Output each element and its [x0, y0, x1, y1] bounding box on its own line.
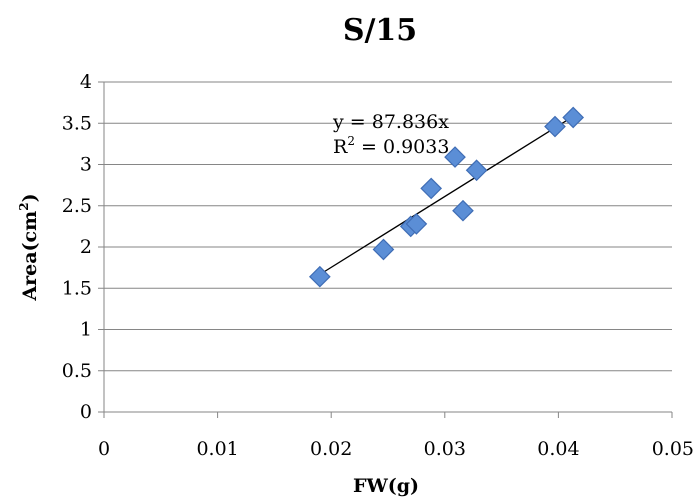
y-axis-title-close: ) — [19, 193, 41, 202]
data-point-marker — [544, 115, 566, 138]
y-tick-label: 3 — [80, 154, 92, 176]
data-point-marker — [308, 265, 331, 288]
y-tick-label: 4 — [80, 71, 92, 93]
y-tick-label: 0.5 — [62, 360, 92, 382]
data-point-marker — [405, 213, 428, 235]
y-tick-label: 0 — [80, 401, 92, 423]
x-tick-label: 0.02 — [310, 438, 352, 460]
x-tick-label: 0.04 — [537, 438, 579, 460]
x-tick-label: 0.01 — [196, 438, 238, 460]
y-tick-labels: 0 0.5 1 1.5 2 2.5 3 3.5 4 — [62, 71, 92, 423]
x-tick-label: 0.05 — [652, 438, 694, 460]
chart-title: S/15 — [343, 13, 417, 48]
data-points — [308, 106, 585, 288]
r2-letter: R — [333, 136, 348, 158]
y-tick-label: 2.5 — [62, 195, 92, 217]
data-point-marker — [452, 199, 474, 222]
data-point-marker — [562, 106, 585, 129]
data-point-marker — [465, 159, 488, 182]
axes — [98, 81, 673, 418]
data-point-marker — [372, 238, 395, 261]
x-axis-title: FW(g) — [353, 475, 419, 497]
x-tick-labels: 0 0.01 0.02 0.03 0.04 0.05 — [98, 438, 694, 460]
y-axis-title-sup: 2 — [17, 202, 31, 210]
y-tick-label: 1 — [80, 319, 92, 341]
r2-superscript: 2 — [347, 134, 355, 148]
trendline-group — [317, 114, 576, 277]
x-tick-label: 0.03 — [424, 438, 466, 460]
r2-value: = 0.9033 — [355, 136, 449, 158]
trendline — [317, 114, 576, 277]
y-tick-label: 2 — [80, 236, 92, 258]
r-squared-label: R2 = 0.9033 — [333, 134, 449, 158]
equation-label: y = 87.836x — [332, 111, 449, 133]
y-axis-title: Area(cm2) — [17, 193, 41, 301]
y-axis-title-text: Area(cm — [19, 211, 41, 302]
grid-lines — [104, 81, 672, 372]
data-point-marker — [444, 146, 466, 168]
x-tick-label: 0 — [98, 438, 110, 460]
data-point-marker — [420, 177, 443, 200]
y-tick-label: 1.5 — [62, 277, 92, 299]
y-tick-label: 3.5 — [62, 112, 92, 134]
